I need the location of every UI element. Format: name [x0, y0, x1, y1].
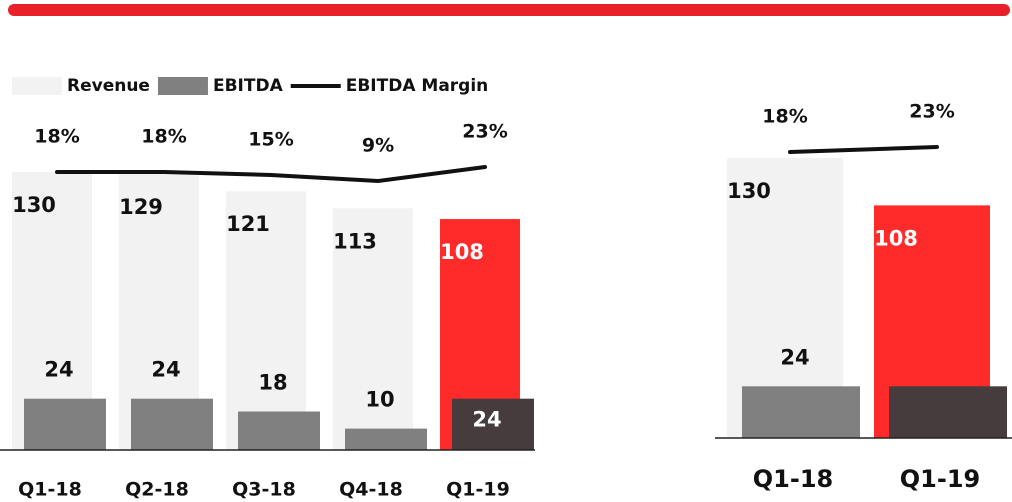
revenue-label: 108: [874, 226, 918, 250]
x-tick-label: Q1-19: [900, 465, 980, 493]
revenue-bar: [226, 191, 306, 450]
ebitda-bar: [889, 386, 1007, 438]
margin-label: 15%: [248, 129, 293, 151]
x-tick-label: Q2-18: [125, 479, 189, 501]
ebitda-bar: [345, 428, 427, 450]
ebitda-bar: [238, 411, 320, 450]
revenue-label: 113: [333, 229, 377, 253]
margin-line: [788, 145, 939, 154]
x-tick-label: Q1-18: [18, 479, 82, 501]
margin-label: 18%: [34, 126, 79, 148]
revenue-bar: [333, 208, 413, 450]
margin-label: 18%: [141, 126, 186, 148]
ebitda-bar: [131, 398, 213, 450]
legend-swatch: [157, 77, 208, 95]
revenue-label: 108: [440, 240, 484, 264]
legend-label: EBITDA: [213, 76, 284, 96]
ebitda-label: 24: [927, 345, 956, 369]
revenue-label: 130: [12, 193, 56, 217]
revenue-label: 129: [119, 195, 163, 219]
revenue-label: 130: [727, 179, 771, 203]
legend-swatch: [12, 77, 62, 95]
ebitda-bar: [742, 386, 860, 438]
x-tick-label: Q3-18: [232, 479, 296, 501]
ebitda-label: 24: [472, 408, 501, 432]
ebitda-bar: [452, 398, 534, 450]
legend-label: Revenue: [67, 76, 150, 96]
header-bar: [8, 4, 1010, 16]
ebitda-bar: [24, 398, 106, 450]
x-tick-label: Q4-18: [339, 479, 403, 501]
margin-label: 9%: [362, 135, 394, 157]
legend-label: EBITDA Margin: [346, 76, 489, 96]
x-tick-label: Q1-19: [446, 479, 510, 501]
margin-line: [55, 165, 487, 184]
margin-label: 23%: [909, 101, 954, 123]
x-tick-label: Q1-18: [753, 465, 833, 493]
ebitda-label: 18: [258, 371, 287, 395]
ebitda-label: 24: [44, 358, 73, 382]
ebitda-label: 24: [780, 345, 809, 369]
margin-label: 23%: [462, 121, 507, 143]
ebitda-label: 24: [151, 358, 180, 382]
ebitda-label: 10: [365, 388, 394, 412]
margin-label: 18%: [762, 106, 807, 128]
revenue-label: 121: [226, 212, 270, 236]
